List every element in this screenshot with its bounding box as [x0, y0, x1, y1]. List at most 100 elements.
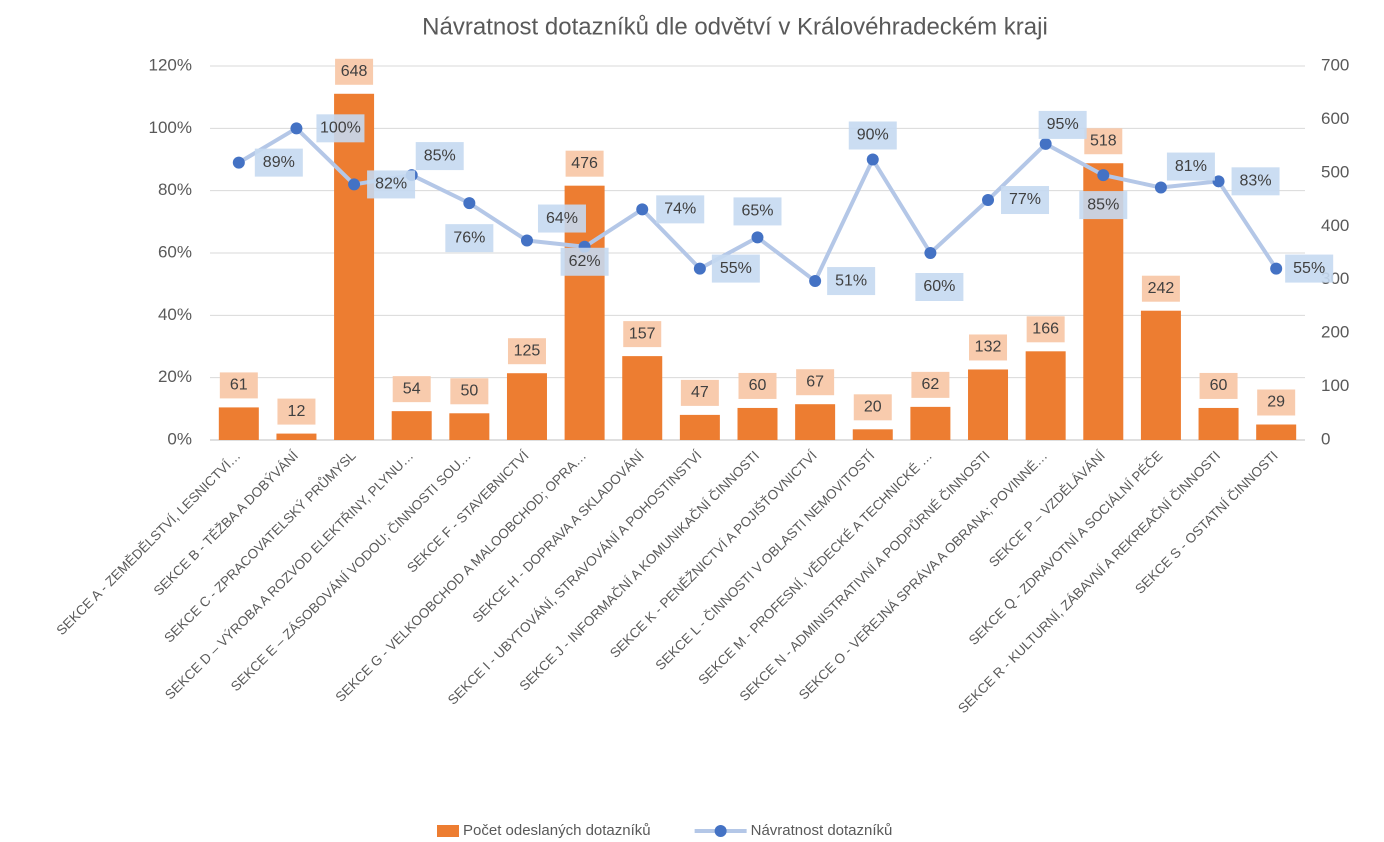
data-label: 242 — [1148, 280, 1175, 297]
marker — [1212, 175, 1225, 188]
data-label-box — [969, 334, 1008, 361]
bar — [218, 407, 259, 440]
data-label: 76% — [453, 229, 485, 246]
y-tick-label: 40% — [158, 305, 192, 324]
y2-tick-label: 400 — [1321, 216, 1349, 235]
y-tick-label: 0% — [167, 429, 192, 448]
bar — [795, 404, 836, 440]
data-label-box — [656, 195, 705, 224]
data-label: 61 — [230, 377, 248, 394]
data-label-box — [450, 378, 489, 405]
bar — [679, 414, 720, 440]
data-label: 64% — [546, 210, 578, 227]
data-label-box — [738, 372, 777, 399]
bar — [968, 369, 1009, 440]
data-label: 476 — [571, 155, 598, 172]
data-label-box — [507, 338, 546, 365]
data-label: 95% — [1047, 116, 1079, 133]
data-label-box — [219, 372, 258, 399]
data-label-box — [796, 369, 835, 396]
data-label-box — [711, 254, 760, 283]
y-tick-label: 80% — [158, 180, 192, 199]
data-label: 60 — [749, 377, 767, 394]
x-tick-label: SEKCE K - PENĚŽNICTVÍ A POJIŠŤOVNICTVÍ — [607, 448, 820, 661]
marker — [463, 197, 476, 210]
marker — [1154, 181, 1167, 194]
x-tick-label: SEKCE F - STAVEBNICTVÍ — [404, 448, 532, 576]
bar — [1198, 407, 1239, 440]
x-tick-label: SEKCE Q - ZDRAVOTNÍ A SOCIÁLNÍ PÉČE — [966, 448, 1166, 648]
marker — [1270, 262, 1283, 275]
data-label-box — [680, 379, 719, 406]
bar — [622, 356, 663, 440]
data-label: 157 — [629, 325, 656, 342]
data-label: 60% — [923, 278, 955, 295]
data-label: 20 — [864, 399, 882, 416]
data-label-box — [254, 148, 303, 177]
y-tick-label: 100% — [149, 118, 192, 137]
y-tick-label: 20% — [158, 367, 192, 386]
data-label-box — [392, 376, 431, 403]
data-label-box — [1231, 167, 1280, 196]
y2-tick-label: 100 — [1321, 376, 1349, 395]
data-label: 55% — [720, 260, 752, 277]
data-label-box — [367, 170, 416, 199]
data-label: 100% — [320, 120, 361, 137]
data-label-box — [1166, 152, 1215, 181]
bar — [449, 413, 490, 440]
data-label: 85% — [424, 147, 456, 164]
marker — [290, 122, 303, 135]
marker — [232, 156, 245, 169]
data-label-box — [560, 247, 609, 276]
data-label: 50 — [460, 383, 478, 400]
y2-tick-label: 0 — [1321, 429, 1330, 448]
data-label-box — [1285, 254, 1334, 283]
marker — [866, 153, 879, 166]
data-label: 89% — [263, 154, 295, 171]
y2-tick-label: 700 — [1321, 55, 1349, 74]
data-label-box — [1026, 316, 1065, 343]
data-label-box — [911, 371, 950, 398]
data-label: 85% — [1087, 196, 1119, 213]
data-label-box — [1038, 110, 1087, 139]
x-tick-label: SEKCE L - ČINNOSTI V OBLASTI NEMOVITOSTÍ — [652, 448, 877, 673]
data-label-box — [335, 58, 374, 85]
data-label: 74% — [664, 201, 696, 218]
data-label: 51% — [835, 272, 867, 289]
marker — [348, 178, 361, 191]
data-label-box — [1084, 128, 1123, 155]
marker — [809, 275, 822, 288]
data-label-box — [1257, 389, 1296, 416]
bar — [391, 411, 432, 440]
legend-marker — [714, 825, 727, 837]
data-label: 81% — [1175, 158, 1207, 175]
data-label-box — [623, 321, 662, 348]
data-label-box — [537, 204, 586, 233]
data-label-box — [915, 273, 964, 301]
data-label: 90% — [857, 127, 889, 144]
legend-label: Návratnost dotazníků — [751, 822, 893, 839]
y-tick-label: 60% — [158, 242, 192, 261]
bar — [737, 407, 778, 440]
y-tick-label: 120% — [149, 55, 192, 74]
legend-label: Počet odeslaných dotazníků — [463, 822, 651, 839]
marker — [751, 231, 764, 244]
data-label: 648 — [341, 63, 368, 80]
bar — [1025, 351, 1066, 440]
data-label: 166 — [1032, 321, 1059, 338]
data-label: 55% — [1293, 260, 1325, 277]
marker — [1097, 169, 1110, 182]
data-label-box — [853, 394, 892, 421]
data-label-box — [827, 267, 876, 296]
bar — [506, 373, 547, 440]
x-tick-label: SEKCE P – VZDĚLÁVÁNÍ — [986, 448, 1108, 570]
bar — [276, 433, 317, 440]
data-label-box — [415, 142, 464, 171]
data-label: 47 — [691, 384, 709, 401]
marker — [924, 247, 937, 259]
chart-title: Návratnost dotazníků dle odvětví v Králo… — [422, 13, 1048, 40]
bar — [1140, 310, 1181, 440]
y2-tick-label: 200 — [1321, 323, 1349, 342]
data-label: 12 — [288, 403, 306, 420]
marker — [693, 262, 706, 275]
